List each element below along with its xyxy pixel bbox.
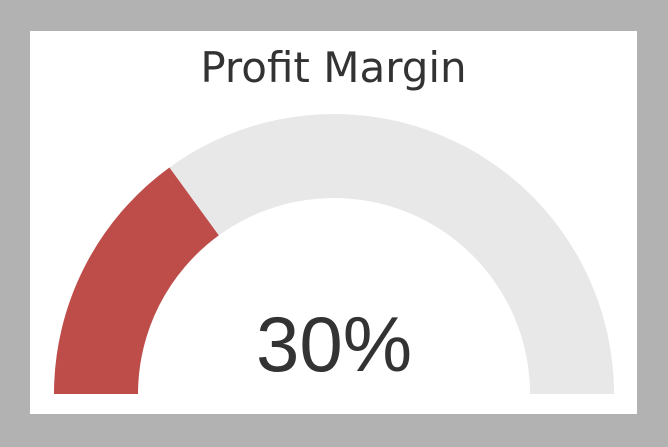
gauge-chart: 30% bbox=[54, 114, 614, 394]
gauge-value-label: 30% bbox=[256, 300, 412, 388]
gauge-card: Profit Margin 30% bbox=[30, 31, 637, 414]
gauge-value-arc bbox=[54, 167, 219, 394]
chart-title: Profit Margin bbox=[200, 43, 467, 92]
gauge-track-arc bbox=[54, 114, 614, 394]
